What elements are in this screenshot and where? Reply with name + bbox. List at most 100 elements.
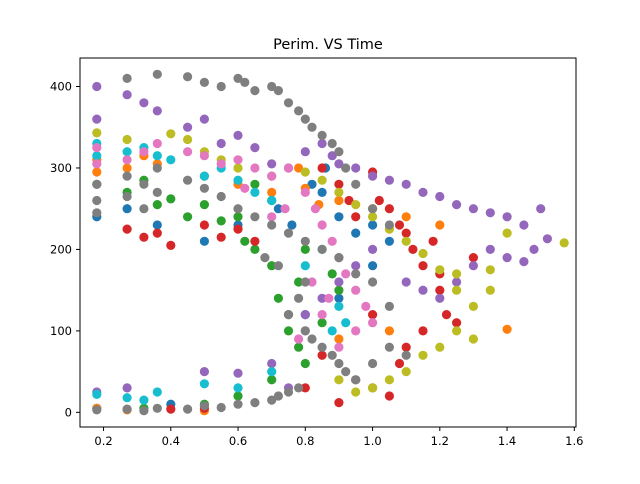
- data-point-s9-70: [273, 261, 283, 271]
- data-point-s4-15: [384, 204, 394, 214]
- data-point-s9-55: [122, 404, 132, 414]
- data-point-s4-27: [394, 358, 405, 369]
- data-point-s7-18: [152, 387, 162, 397]
- data-point-s9-39: [351, 269, 361, 279]
- data-point-s4-31: [300, 383, 310, 393]
- data-point-s5-42: [317, 293, 327, 303]
- series-8: [92, 138, 378, 352]
- data-point-s9-53: [401, 350, 411, 360]
- data-point-s6-4: [183, 134, 193, 145]
- data-point-s9-49: [341, 367, 351, 377]
- data-point-s5-15: [327, 151, 337, 161]
- data-point-s6-16: [418, 248, 428, 259]
- data-point-s9-56: [139, 406, 149, 416]
- data-point-s8-3: [122, 155, 132, 165]
- data-point-s8-6: [183, 147, 193, 157]
- data-point-s1-16: [334, 293, 344, 303]
- data-point-s5-48: [267, 358, 277, 369]
- data-point-s9-61: [233, 399, 243, 409]
- data-point-s4-17: [401, 228, 411, 238]
- data-point-s6-26: [401, 367, 411, 377]
- data-point-s7-23: [300, 261, 310, 271]
- data-point-s9-54: [92, 405, 102, 415]
- data-point-s9-29: [300, 114, 310, 124]
- data-point-s6-29: [351, 387, 361, 397]
- data-point-s3-20: [327, 269, 337, 279]
- data-point-s8-13: [300, 187, 310, 197]
- data-point-s9-40: [368, 204, 378, 214]
- data-point-s2-3: [122, 163, 132, 173]
- data-point-s9-23: [267, 81, 277, 92]
- data-point-s3-24: [267, 375, 277, 385]
- data-point-s8-20: [361, 301, 371, 311]
- data-point-s6-15: [401, 236, 411, 246]
- data-point-s4-37: [468, 253, 478, 263]
- data-point-s9-26: [283, 98, 294, 108]
- data-point-s6-33: [485, 265, 495, 275]
- data-point-s8-15: [317, 220, 327, 230]
- data-point-s5-19: [384, 175, 394, 185]
- data-point-s3-13: [294, 342, 304, 352]
- data-point-s9-62: [250, 398, 260, 408]
- data-point-s3-19: [300, 244, 310, 254]
- data-point-s1-9: [334, 212, 344, 222]
- data-point-s5-21: [418, 187, 428, 197]
- data-point-s4-1: [122, 224, 132, 234]
- data-point-s5-47: [233, 368, 243, 378]
- data-point-s2-19: [384, 326, 394, 336]
- data-point-s4-5: [199, 220, 209, 230]
- data-point-s9-34: [327, 138, 337, 149]
- data-point-s6-23: [452, 326, 462, 336]
- data-point-s8-25: [351, 326, 361, 336]
- data-point-s9-48: [334, 358, 344, 369]
- data-point-s5-38: [401, 277, 411, 287]
- data-point-s9-52: [384, 342, 394, 352]
- data-point-s9-20: [240, 77, 250, 87]
- data-point-s9-38: [351, 179, 361, 189]
- data-point-s4-7: [233, 224, 243, 234]
- data-point-s9-69: [300, 277, 310, 287]
- data-point-s3-6: [199, 200, 209, 210]
- data-point-s4-8: [250, 236, 260, 246]
- data-point-s5-25: [485, 208, 495, 218]
- data-point-s9-66: [294, 383, 304, 393]
- data-point-s5-2: [92, 114, 102, 124]
- data-point-s6-21: [502, 228, 512, 238]
- y-tick-label-4: 300: [50, 161, 72, 175]
- data-point-s9-59: [199, 401, 209, 411]
- x-tick-label-5: 1.0: [363, 434, 381, 448]
- data-point-s3-9: [250, 244, 260, 254]
- data-point-s9-71: [260, 253, 270, 263]
- data-point-s9-33: [317, 244, 327, 254]
- data-point-s8-26: [368, 318, 378, 328]
- y-tick-label-3: 200: [50, 242, 72, 256]
- data-point-s8-4: [139, 147, 149, 157]
- data-point-s7-16: [122, 393, 132, 403]
- data-point-s6-10: [317, 175, 327, 185]
- data-point-s3-12: [283, 326, 294, 336]
- data-point-s5-32: [502, 253, 512, 263]
- data-point-s2-10: [334, 195, 344, 206]
- data-point-s9-36: [334, 253, 344, 263]
- data-point-s9-16: [216, 81, 226, 92]
- data-point-s1-12: [384, 236, 394, 246]
- data-point-s5-41: [334, 277, 344, 287]
- data-point-s5-18: [368, 171, 378, 181]
- data-point-s5-6: [183, 122, 193, 132]
- data-point-s4-29: [418, 326, 428, 336]
- data-point-s2-12: [401, 212, 411, 222]
- data-point-s2-18: [334, 334, 344, 344]
- data-point-s9-3: [92, 208, 102, 218]
- data-point-s8-7: [199, 151, 209, 161]
- data-point-s9-19: [233, 204, 243, 214]
- data-point-s9-45: [307, 334, 317, 344]
- data-point-s1-4: [199, 236, 209, 246]
- data-point-s9-28: [294, 106, 304, 116]
- data-point-s9-65: [283, 387, 294, 397]
- data-point-s6-12: [351, 200, 361, 210]
- data-point-s8-14: [310, 204, 320, 214]
- data-point-s5-30: [529, 244, 539, 254]
- data-point-s5-36: [435, 293, 445, 303]
- data-point-s7-2: [92, 151, 102, 161]
- data-point-s4-14: [374, 195, 384, 206]
